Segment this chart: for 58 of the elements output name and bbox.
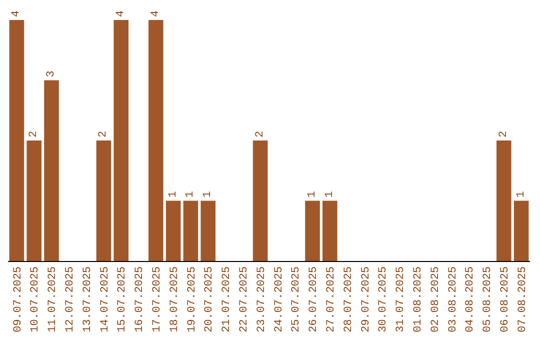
x-tick-label: 10.07.2025	[30, 266, 42, 332]
data-label: 4	[150, 10, 162, 17]
bar	[252, 140, 268, 261]
data-label: 4	[115, 10, 128, 17]
x-tick-label: 03.08.2025	[447, 266, 460, 332]
x-tick-label: 22.07.2025	[238, 266, 250, 332]
data-label: 3	[46, 70, 58, 78]
bar	[305, 200, 320, 261]
x-tick-label: 20.07.2025	[204, 266, 216, 332]
x-tick-label: 09.07.2025	[12, 266, 24, 332]
x-tick-label: 16.07.2025	[134, 266, 146, 332]
x-tick-label: 13.07.2025	[82, 266, 94, 332]
x-tick-label: 23.07.2025	[256, 266, 268, 332]
x-tick-label: 15.07.2025	[116, 266, 129, 332]
x-tick-label: 21.07.2025	[221, 266, 234, 332]
x-tick-label: 17.07.2025	[151, 266, 164, 332]
x-tick-label: 06.08.2025	[499, 266, 512, 332]
data-label: 1	[202, 190, 214, 198]
x-tick-label: 19.07.2025	[186, 266, 198, 332]
data-label: 2	[28, 130, 40, 138]
x-tick-label: 24.07.2025	[273, 266, 286, 332]
bar	[9, 20, 24, 261]
x-tick-label: 11.07.2025	[47, 266, 60, 332]
bar	[114, 20, 128, 261]
x-tick-label: 02.08.2025	[430, 266, 442, 332]
x-tick-label: 25.07.2025	[290, 266, 303, 332]
data-label: 2	[498, 130, 510, 138]
data-label: 1	[306, 190, 318, 198]
x-tick-label: 28.07.2025	[342, 266, 355, 332]
data-label: 4	[10, 10, 23, 17]
x-tick-label: 26.07.2025	[308, 266, 320, 332]
bar	[200, 200, 216, 261]
bar	[496, 140, 512, 261]
x-tick-label: 29.07.2025	[360, 266, 372, 332]
data-label: 2	[254, 130, 266, 138]
bar	[44, 80, 59, 261]
data-label: 1	[184, 190, 197, 198]
data-label: 2	[98, 130, 110, 138]
bar	[514, 200, 529, 261]
bar	[96, 140, 112, 261]
bar	[183, 200, 198, 261]
data-label: 1	[515, 190, 528, 198]
x-tick-label: 18.07.2025	[168, 266, 181, 332]
bar	[148, 20, 164, 261]
x-tick-label: 05.08.2025	[482, 266, 494, 332]
x-tick-label: 12.07.2025	[64, 266, 76, 332]
x-tick-label: 27.07.2025	[325, 266, 338, 332]
x-tick-label: 01.08.2025	[412, 266, 424, 332]
x-tick-label: 30.07.2025	[378, 266, 390, 332]
bar	[26, 140, 42, 261]
data-label: 1	[324, 190, 336, 198]
x-tick-label: 14.07.2025	[99, 266, 112, 332]
x-tick-label: 07.08.2025	[516, 266, 529, 332]
x-tick-label: 04.08.2025	[464, 266, 477, 332]
x-tick-label: 31.07.2025	[395, 266, 408, 332]
bar	[166, 200, 181, 261]
data-label: 1	[167, 190, 180, 198]
bar	[322, 200, 338, 261]
